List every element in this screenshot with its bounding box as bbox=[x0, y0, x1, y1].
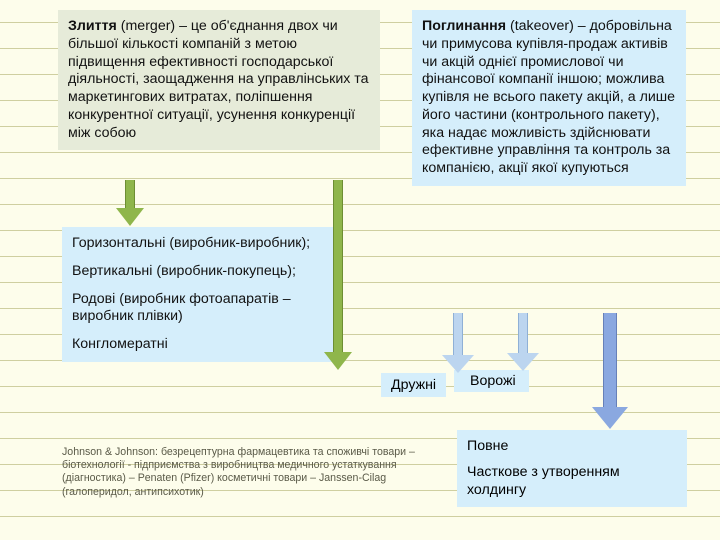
takeover-extent-item: Повне bbox=[467, 438, 677, 456]
takeover-extent-item: Часткове з утворенням холдингу bbox=[467, 464, 677, 500]
merger-type-item: Горизонтальні (виробник-виробник); bbox=[72, 235, 332, 253]
merger-type-item: Родові (виробник фотоапаратів – виробник… bbox=[72, 291, 332, 327]
merger-body: – це об'єднання двох чи більшої кількост… bbox=[68, 18, 369, 141]
takeover-body: – добровільна чи примусова купівля-прода… bbox=[422, 18, 675, 176]
friendly-tag: Дружні bbox=[381, 373, 446, 397]
takeover-extent-box: Повне Часткове з утворенням холдингу bbox=[457, 430, 687, 507]
footnote-text: Johnson & Johnson: безрецептурна фармаце… bbox=[62, 446, 442, 499]
merger-type-item: Конгломератні bbox=[72, 336, 332, 354]
merger-types-box: Горизонтальні (виробник-виробник); Верти… bbox=[62, 227, 342, 362]
merger-definition-box: Злиття (merger) – це об'єднання двох чи … bbox=[58, 10, 380, 150]
merger-term: Злиття bbox=[68, 18, 117, 34]
merger-term-paren: (merger) bbox=[121, 18, 175, 34]
merger-type-item: Вертикальні (виробник-покупець); bbox=[72, 263, 332, 281]
takeover-definition-box: Поглинання (takeover) – добровільна чи п… bbox=[412, 10, 686, 186]
takeover-term-paren: (takeover) bbox=[510, 18, 574, 34]
takeover-term: Поглинання bbox=[422, 18, 506, 34]
